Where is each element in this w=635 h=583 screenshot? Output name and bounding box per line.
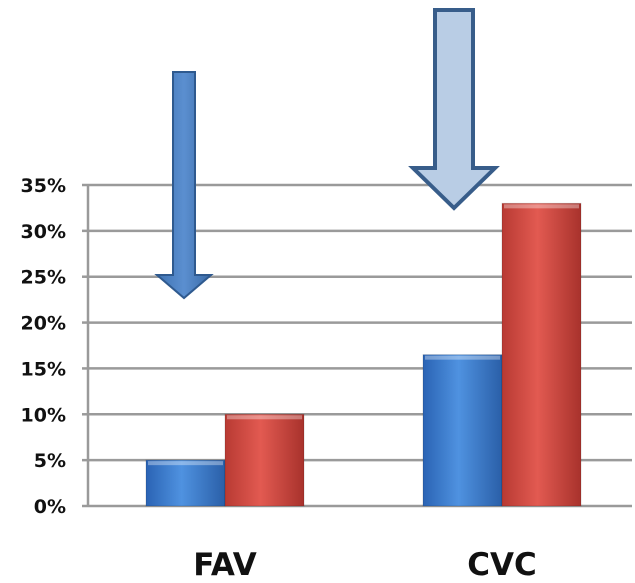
down-arrow-icon: [154, 71, 214, 300]
bars: [145, 202, 582, 507]
bar-highlight: [227, 415, 302, 420]
y-tick-label: 10%: [21, 404, 66, 426]
y-tick-label: 5%: [34, 450, 66, 472]
bar-cvc-series-2: [501, 202, 582, 507]
bar: [422, 354, 503, 507]
bar: [145, 459, 226, 507]
x-category-label: CVC: [467, 547, 537, 583]
bar-cvc-series-1: [422, 354, 503, 507]
y-tick-label: 20%: [21, 313, 66, 335]
y-tick-label: 30%: [21, 221, 66, 243]
y-tick-label: 25%: [21, 267, 66, 289]
bar-fav-series-2: [224, 413, 305, 507]
bar-highlight: [148, 461, 223, 466]
x-category-label: FAV: [193, 547, 257, 583]
bar-highlight: [425, 355, 500, 360]
bar: [224, 413, 305, 507]
y-tick-label: 0%: [34, 496, 66, 518]
y-axis-ticks: 0% 5% 10% 15% 20% 25% 30% 35%: [21, 175, 66, 518]
bar: [501, 202, 582, 507]
down-arrow-icon: [408, 8, 500, 211]
arrows: [154, 8, 500, 300]
bar-fav-series-1: [145, 459, 226, 507]
x-axis-categories: FAV CVC: [193, 547, 537, 583]
bar-highlight: [504, 204, 579, 209]
y-tick-label: 15%: [21, 358, 66, 380]
y-tick-label: 35%: [21, 175, 66, 197]
